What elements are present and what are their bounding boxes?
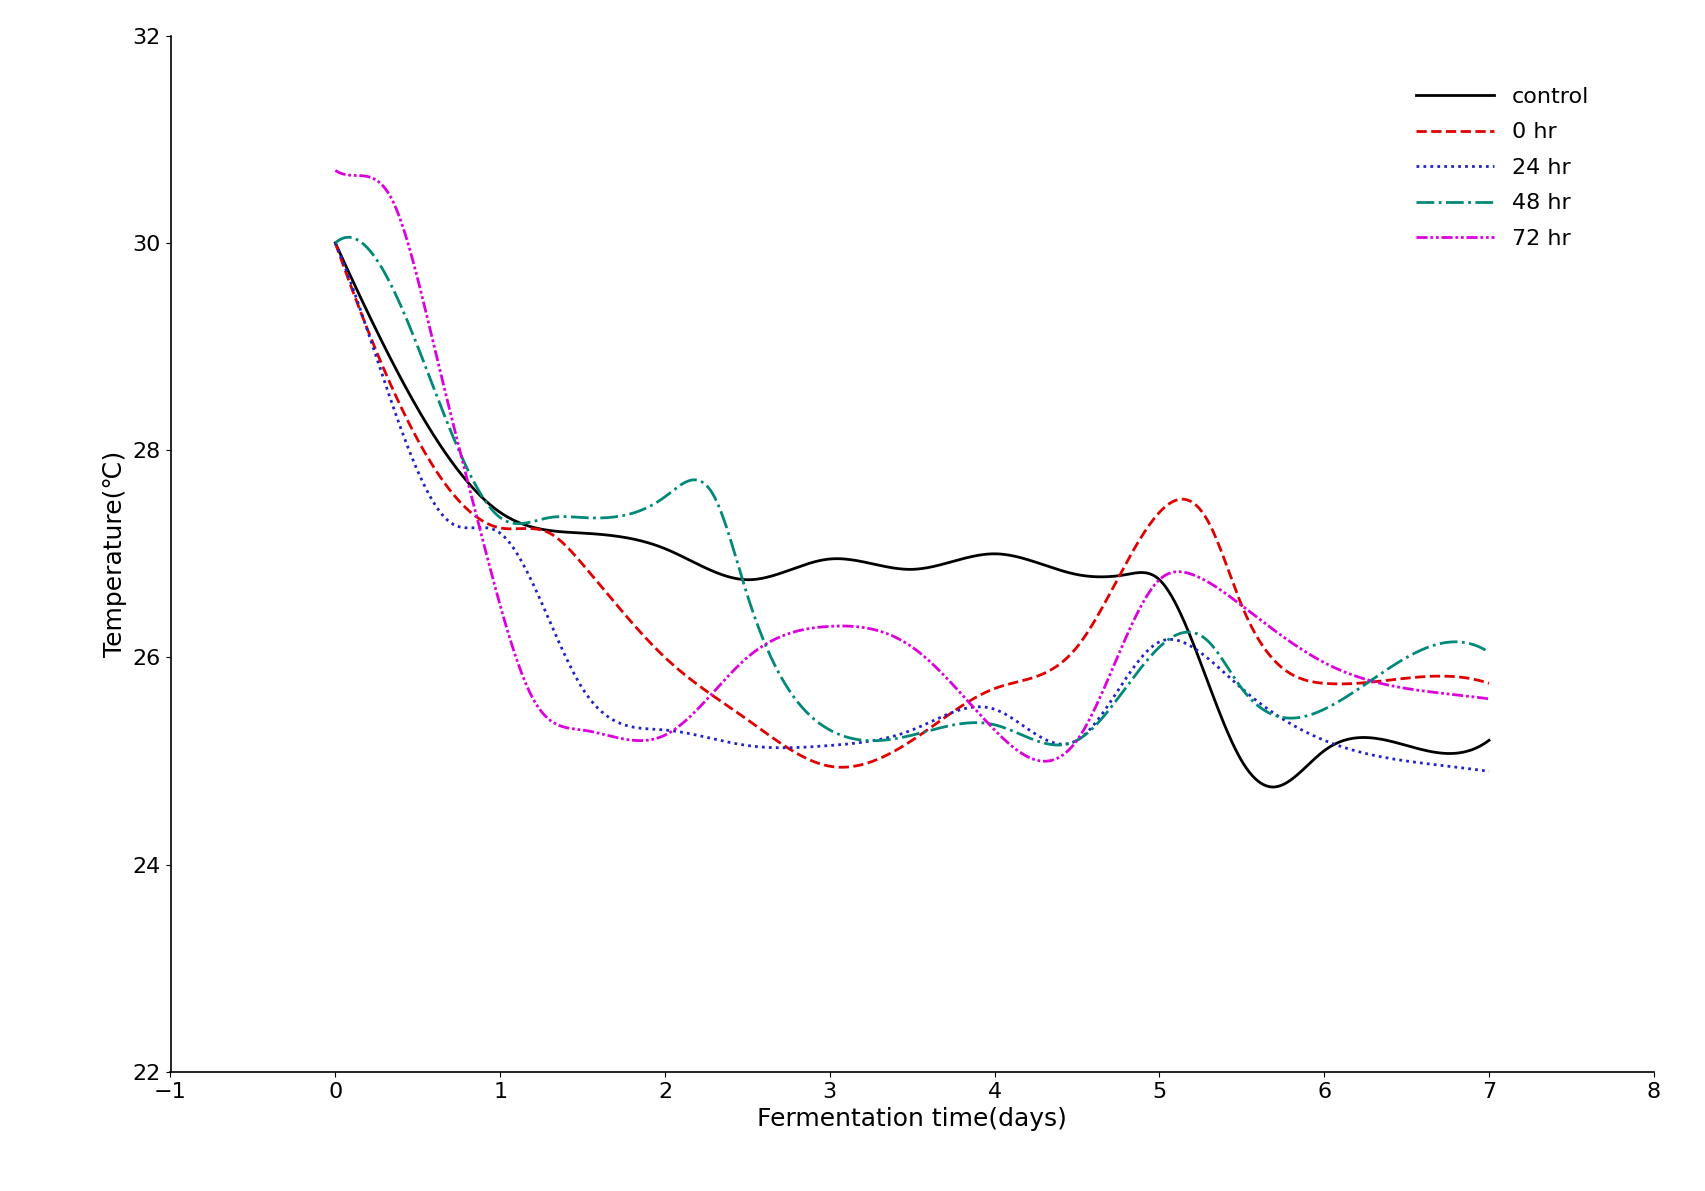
control xyxy=(996,548,1016,562)
Line: 72 hr: 72 hr xyxy=(336,170,1488,761)
Line: 0 hr: 0 hr xyxy=(336,243,1488,767)
24 hr xyxy=(326,236,346,250)
0 hr xyxy=(1062,646,1083,660)
control xyxy=(1200,681,1221,696)
0 hr xyxy=(1320,676,1340,691)
24 hr xyxy=(996,707,1016,722)
48 hr xyxy=(996,722,1016,736)
Legend: control, 0 hr, 24 hr, 48 hr, 72 hr: control, 0 hr, 24 hr, 48 hr, 72 hr xyxy=(1408,77,1598,258)
control xyxy=(326,236,346,250)
48 hr xyxy=(326,236,346,250)
48 hr xyxy=(1062,735,1083,749)
24 hr xyxy=(396,435,416,449)
control xyxy=(1262,780,1282,794)
0 hr xyxy=(832,760,852,774)
72 hr xyxy=(1025,753,1045,767)
48 hr xyxy=(1204,640,1224,654)
24 hr xyxy=(1025,727,1045,741)
24 hr xyxy=(1478,765,1499,779)
24 hr xyxy=(1318,735,1338,749)
control xyxy=(1061,566,1081,580)
72 hr xyxy=(996,734,1016,748)
24 hr xyxy=(1200,653,1221,667)
72 hr xyxy=(1033,754,1054,768)
Line: 24 hr: 24 hr xyxy=(336,243,1488,772)
72 hr xyxy=(326,163,346,177)
24 hr xyxy=(1061,736,1081,750)
0 hr xyxy=(326,236,346,250)
Y-axis label: Temperature(℃): Temperature(℃) xyxy=(102,450,126,657)
72 hr xyxy=(1478,692,1499,706)
0 hr xyxy=(396,410,416,424)
48 hr xyxy=(1049,738,1069,753)
Line: control: control xyxy=(336,243,1488,787)
48 hr xyxy=(1478,646,1499,660)
72 hr xyxy=(396,230,416,244)
72 hr xyxy=(1202,578,1222,592)
control xyxy=(396,381,416,395)
control xyxy=(1478,734,1499,748)
0 hr xyxy=(1026,669,1047,684)
48 hr xyxy=(1026,734,1047,748)
48 hr xyxy=(1321,698,1342,712)
72 hr xyxy=(1320,659,1340,673)
0 hr xyxy=(996,678,1016,692)
Line: 48 hr: 48 hr xyxy=(336,237,1488,746)
72 hr xyxy=(1062,740,1083,754)
X-axis label: Fermentation time(days): Fermentation time(days) xyxy=(757,1108,1067,1131)
control xyxy=(1320,740,1340,754)
0 hr xyxy=(1478,676,1499,691)
0 hr xyxy=(1202,522,1222,536)
48 hr xyxy=(338,230,358,244)
control xyxy=(1025,555,1045,569)
48 hr xyxy=(397,314,418,329)
